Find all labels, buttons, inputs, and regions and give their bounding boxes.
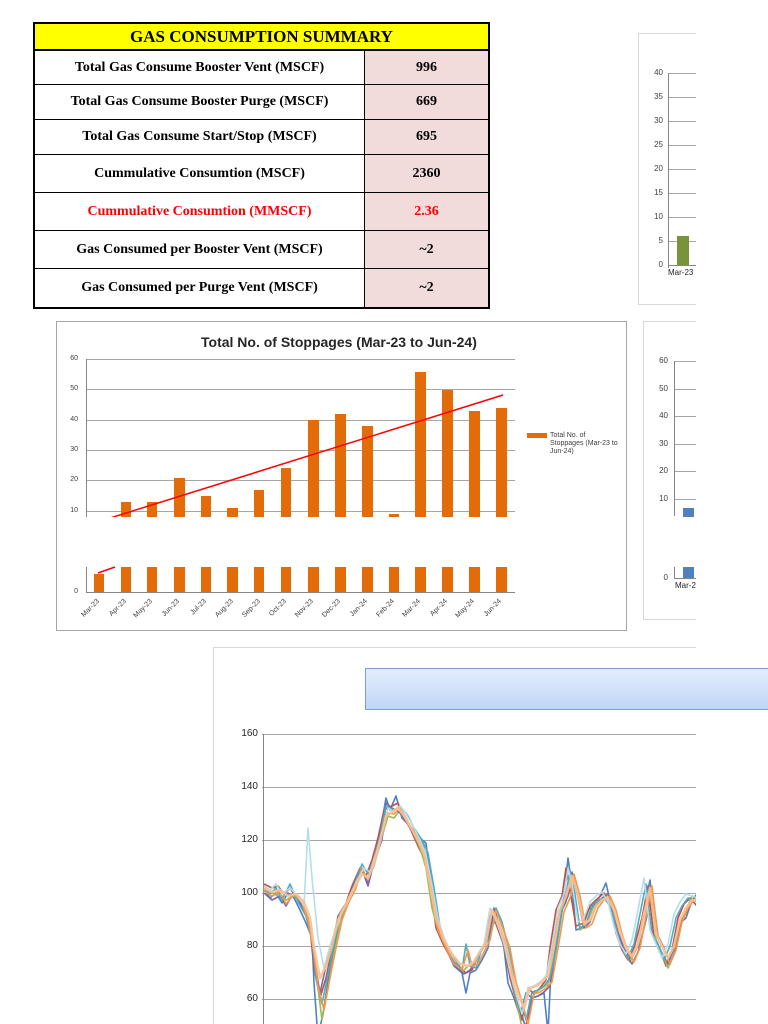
row-label: Gas Consumed per Booster Vent (MSCF): [35, 231, 365, 268]
legend: Total No. of Stoppages (Mar-23 to Jun-24…: [527, 432, 626, 462]
y-tick: 30: [70, 446, 78, 453]
y-tick: 50: [70, 385, 78, 392]
y-tick: 80: [246, 940, 258, 951]
y-tick: 100: [241, 887, 258, 898]
table-row: Total Gas Consume Booster Purge (MSCF) 6…: [35, 85, 488, 120]
partial-bar-chart-mid-right: 60 50 40 30 20 10 0 Mar-2: [643, 321, 696, 620]
bar-apr-23: [121, 502, 131, 517]
row-label: Gas Consumed per Purge Vent (MSCF): [35, 269, 365, 307]
bar-may-23: [147, 502, 157, 517]
x-label: Mar-23: [668, 268, 694, 277]
render-gap: [644, 517, 696, 567]
row-value: 2.36: [365, 193, 488, 230]
y-tick: 60: [659, 356, 668, 365]
y-tick: 20: [654, 164, 663, 173]
bar-aug-23: [227, 508, 238, 517]
x-label: Mar-2: [675, 581, 696, 590]
y-tick: 140: [241, 781, 258, 792]
chart-title-box: [365, 668, 768, 710]
bar-oct-23: [281, 468, 291, 517]
row-value: ~2: [365, 231, 488, 268]
trendline-lower: [97, 566, 116, 574]
y-tick: 60: [246, 993, 258, 1004]
bar-mar-23-upper: [683, 508, 694, 517]
render-gap: [57, 517, 626, 567]
row-value: ~2: [365, 269, 488, 307]
row-label: Cummulative Consumtion (MMSCF): [35, 193, 365, 230]
bar-jul-23: [201, 496, 211, 517]
bar-jun-24: [496, 408, 507, 517]
trendline: [107, 394, 504, 518]
row-value: 2360: [365, 155, 488, 192]
bar-jan-24: [362, 426, 373, 517]
y-tick: 40: [70, 416, 78, 423]
chart-title: Total No. of Stoppages (Mar-23 to Jun-24…: [201, 334, 477, 350]
bar-nov-23: [308, 420, 319, 517]
y-tick: 10: [70, 507, 78, 514]
y-tick: 35: [654, 92, 663, 101]
y-tick: 40: [659, 411, 668, 420]
bar-jun-23: [174, 478, 185, 517]
row-label: Total Gas Consume Booster Vent (MSCF): [35, 51, 365, 84]
y-tick: 50: [659, 384, 668, 393]
y-tick: 25: [654, 140, 663, 149]
y-tick: 5: [658, 236, 663, 245]
y-tick: 40: [654, 68, 663, 77]
bar-mar-24: [415, 372, 426, 517]
bar-may-24: [469, 411, 480, 517]
y-tick: 30: [654, 116, 663, 125]
y-tick: 120: [241, 834, 258, 845]
row-value: 695: [365, 120, 488, 154]
table-row: Total Gas Consume Booster Vent (MSCF) 99…: [35, 51, 488, 85]
bar-dec-23: [335, 414, 346, 517]
y-tick: 20: [70, 476, 78, 483]
bar-mar-23: [94, 574, 104, 592]
table-row: Total Gas Consume Start/Stop (MSCF) 695: [35, 120, 488, 155]
table-row: Gas Consumed per Booster Vent (MSCF) ~2: [35, 231, 488, 269]
y-tick: 0: [663, 573, 668, 582]
bar-feb-24: [389, 514, 399, 517]
table-row: Gas Consumed per Purge Vent (MSCF) ~2: [35, 269, 488, 307]
stoppages-bar-chart: Total No. of Stoppages (Mar-23 to Jun-24…: [56, 321, 627, 631]
bar-apr-24: [442, 390, 453, 517]
row-label: Total Gas Consume Start/Stop (MSCF): [35, 120, 365, 154]
legend-label: Total No. of Stoppages (Mar-23 to Jun-24…: [550, 432, 618, 455]
line-series-plot: [263, 795, 696, 1024]
gas-consumption-summary-table: GAS CONSUMPTION SUMMARY Total Gas Consum…: [33, 22, 490, 309]
y-tick: 10: [654, 212, 663, 221]
row-value: 996: [365, 51, 488, 84]
row-label: Cummulative Consumtion (MSCF): [35, 155, 365, 192]
table-row: Cummulative Consumtion (MSCF) 2360: [35, 155, 488, 193]
y-tick: 0: [74, 588, 78, 595]
bar-mar-23: [677, 236, 689, 265]
partial-bar-chart-top-right: 40 35 30 25 20 15 10 5 0 Mar-23: [638, 33, 696, 305]
bar-sep-23: [254, 490, 264, 517]
y-tick: 160: [241, 728, 258, 739]
y-tick: 30: [659, 439, 668, 448]
summary-title: GAS CONSUMPTION SUMMARY: [35, 24, 488, 51]
y-tick: 0: [658, 260, 663, 269]
legend-swatch: [527, 433, 547, 438]
row-label: Total Gas Consume Booster Purge (MSCF): [35, 85, 365, 119]
y-tick: 15: [654, 188, 663, 197]
table-row-highlight: Cummulative Consumtion (MMSCF) 2.36: [35, 193, 488, 231]
y-tick: 20: [659, 466, 668, 475]
row-value: 669: [365, 85, 488, 119]
y-tick: 10: [659, 494, 668, 503]
y-tick: 60: [70, 355, 78, 362]
bar-mar-23-lower: [683, 567, 694, 578]
